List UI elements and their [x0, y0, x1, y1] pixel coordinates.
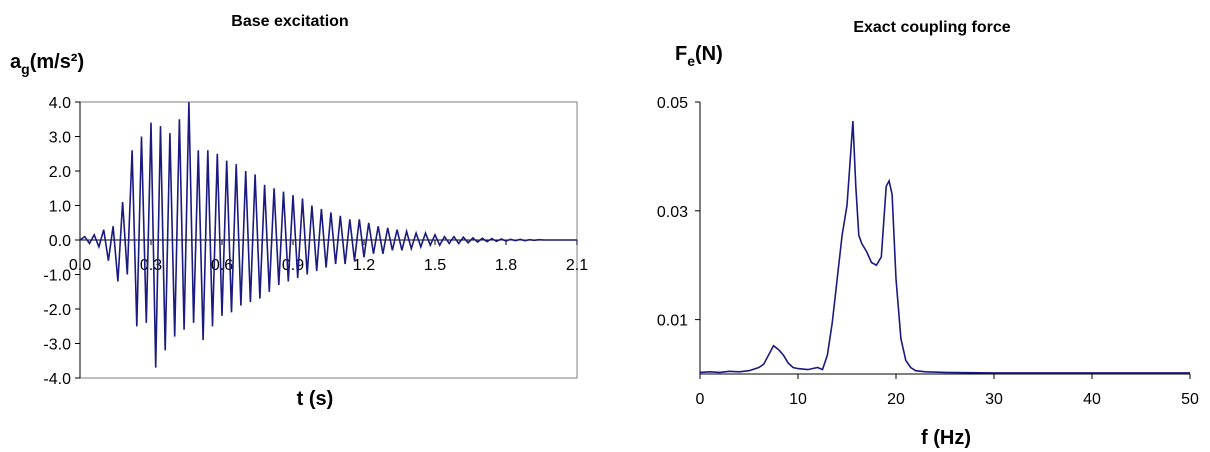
- y-tick-label: 1.0: [49, 199, 71, 216]
- x-tick-label: 40: [1083, 391, 1101, 408]
- y-axis-label: ag(m/s²): [10, 51, 84, 77]
- x-tick-label: 2.1: [566, 257, 588, 274]
- y-axis-label-sub: g: [21, 61, 30, 77]
- y-tick-label: 0.0: [49, 233, 71, 250]
- y-tick-label: 3.0: [49, 130, 71, 147]
- x-tick-label: 0: [696, 391, 705, 408]
- x-tick-label: 0.0: [69, 257, 91, 274]
- chart-title: Exact coupling force: [853, 19, 1010, 36]
- y-tick-label: -4.0: [43, 371, 71, 388]
- series-line-force: [699, 120, 1190, 374]
- x-tick-label: 1.5: [424, 257, 446, 274]
- y-axis-label-main: F: [675, 43, 687, 65]
- y-axis-label-sub: e: [687, 53, 695, 69]
- y-axis-label-unit: (m/s²): [30, 51, 84, 73]
- y-tick-label: 0.05: [657, 95, 688, 112]
- x-tick-label: 50: [1181, 391, 1199, 408]
- x-axis-label: f (Hz): [921, 427, 971, 449]
- x-tick-label: 0.6: [211, 257, 233, 274]
- y-tick-label: -1.0: [43, 268, 71, 285]
- y-axis-label-unit: (N): [695, 43, 723, 65]
- y-tick-label: 0.01: [657, 313, 688, 330]
- x-tick-group: 0 10 20 30 40 50: [696, 374, 1199, 408]
- y-tick-group: 0.05 0.03 0.01: [657, 95, 700, 330]
- x-tick-label: 10: [789, 391, 807, 408]
- x-tick-label: 1.2: [353, 257, 375, 274]
- y-axis-label-main: a: [10, 51, 22, 73]
- y-tick-label: -3.0: [43, 337, 71, 354]
- x-tick-label: 30: [985, 391, 1003, 408]
- chart-base-excitation: Base excitation ag(m/s²) 4.0 3.0 2.0 1.0 0.0…: [10, 13, 588, 410]
- y-tick-label: 0.03: [657, 204, 688, 221]
- x-axis-label: t (s): [297, 388, 334, 410]
- y-tick-label: 4.0: [49, 95, 71, 112]
- x-tick-label: 0.3: [140, 257, 162, 274]
- series-line-acceleration: [79, 101, 577, 368]
- chart-coupling-force: Exact coupling force Fe(N) 0.050.030.01 …: [657, 19, 1199, 449]
- y-tick-label: 2.0: [49, 164, 71, 181]
- y-tick-label: -2.0: [43, 302, 71, 319]
- x-tick-label: 1.8: [495, 257, 517, 274]
- y-axis-label: Fe(N): [675, 43, 723, 69]
- y-tick-group: 4.0 3.0 2.0 1.0 0.0 -1.0 -2.0 -3.0 -4.0: [43, 95, 80, 388]
- chart-title: Base excitation: [231, 13, 348, 30]
- x-tick-label: 20: [887, 391, 905, 408]
- x-tick-label: 0.9: [282, 257, 304, 274]
